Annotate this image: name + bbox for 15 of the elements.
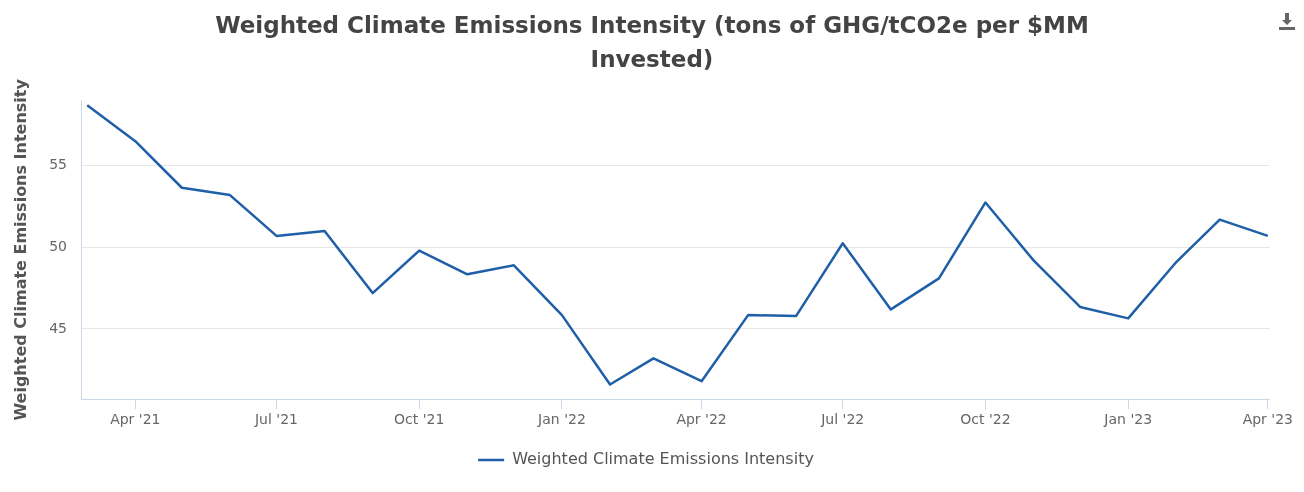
y-tick-label: 50 bbox=[49, 237, 68, 254]
x-tick-label: Jan '22 bbox=[537, 411, 586, 428]
x-tick-label: Oct '22 bbox=[960, 411, 1011, 428]
chart-title: Weighted Climate Emissions Intensity (tons of GHG/tCO2e per $MM Invested) bbox=[214, 11, 1090, 74]
x-tick-label: Oct '21 bbox=[394, 411, 445, 428]
y-tick-label: 45 bbox=[49, 319, 68, 336]
x-tick-label: Jul '21 bbox=[253, 411, 298, 428]
x-tick-label: Apr '22 bbox=[676, 411, 727, 428]
legend-label: Weighted Climate Emissions Intensity bbox=[512, 449, 814, 469]
x-tick-label: Apr '23 bbox=[1242, 411, 1293, 428]
x-tick-label: Jan '23 bbox=[1103, 411, 1153, 428]
x-tick-label: Jul '22 bbox=[820, 411, 865, 428]
y-tick-label: 55 bbox=[49, 156, 68, 173]
x-tick-label: Apr '21 bbox=[110, 411, 161, 428]
y-axis-title: Weighted Climate Emissions Intensity bbox=[10, 78, 30, 421]
